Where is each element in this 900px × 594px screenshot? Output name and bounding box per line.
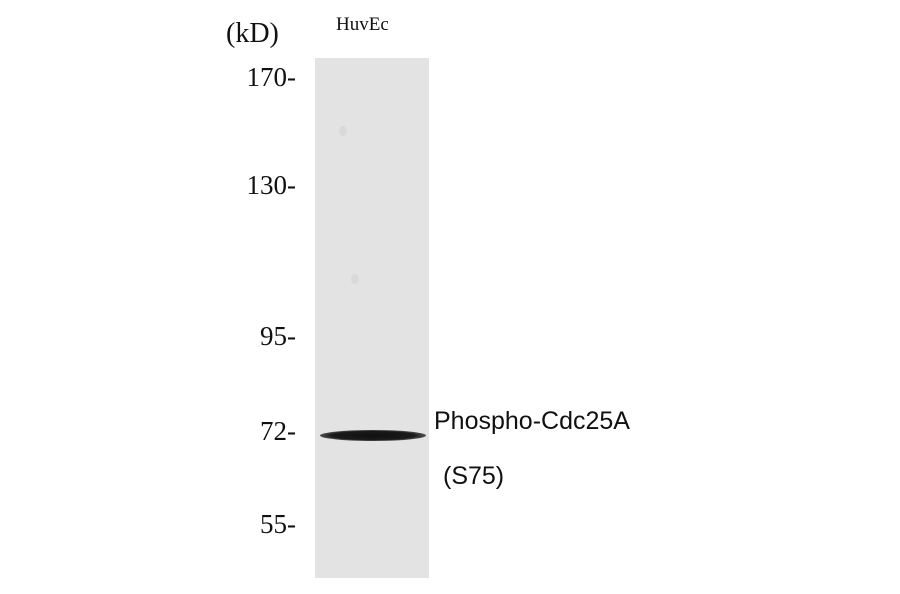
background-speck [351,274,359,284]
target-site-label: (S75) [443,462,505,490]
target-label: Phospho-Cdc25A [434,407,630,435]
marker-170: 170- [246,62,297,92]
marker-72: 72- [260,416,296,446]
marker-55: 55- [260,509,296,539]
lane-label: HuvEc [336,14,389,35]
protein-band [320,430,426,441]
marker-95: 95- [260,321,296,351]
marker-130: 130- [246,170,297,200]
blot-lane [315,58,429,578]
unit-label: (kD) [226,18,279,49]
background-speck [339,126,347,136]
